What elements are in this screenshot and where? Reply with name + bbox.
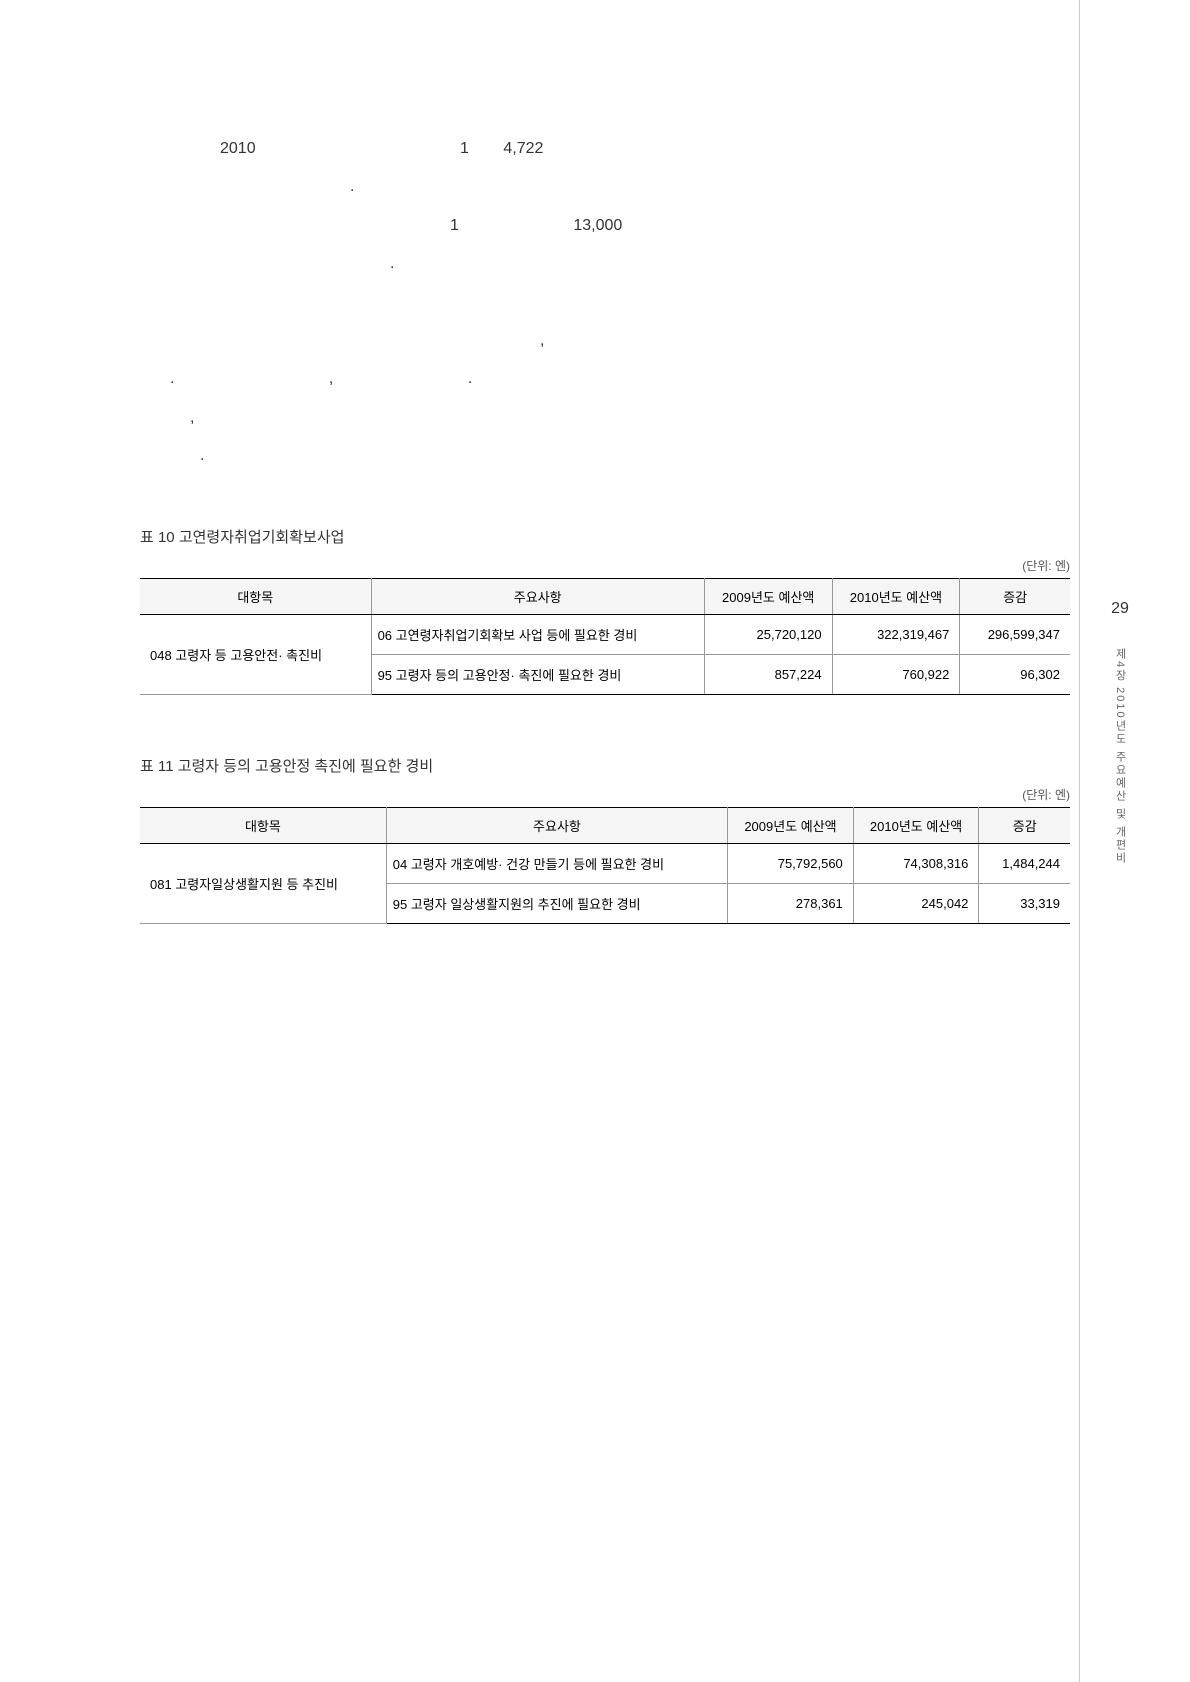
table-section-1: 표 10 고연령자취업기회확보사업 (단위: 엔) 대항목 주요사항 2009년…: [140, 526, 1070, 695]
text-fragment: .: [170, 370, 174, 387]
table-1: 대항목 주요사항 2009년도 예산액 2010년도 예산액 증감 048 고령…: [140, 578, 1070, 695]
table-header-cell: 2009년도 예산액: [704, 578, 832, 614]
text-fragment: .: [390, 255, 394, 272]
table-value-cell: 33,319: [979, 883, 1070, 923]
table-value-cell: 322,319,467: [832, 614, 960, 654]
table-header-cell: 2010년도 예산액: [832, 578, 960, 614]
table-category-cell: 048 고령자 등 고용안전· 촉진비: [140, 614, 371, 694]
table-category-cell: 081 고령자일상생활지원 등 추진비: [140, 843, 386, 923]
table-value-cell: 1,484,244: [979, 843, 1070, 883]
table-value-cell: 296,599,347: [960, 614, 1070, 654]
table-value-cell: 96,302: [960, 654, 1070, 694]
table-header-cell: 2010년도 예산액: [853, 807, 979, 843]
table-header-cell: 증감: [960, 578, 1070, 614]
table-2-unit: (단위: 엔): [140, 786, 1070, 803]
text-fragment: 13,000: [573, 217, 622, 234]
table-item-cell: 04 고령자 개호예방· 건강 만들기 등에 필요한 경비: [386, 843, 727, 883]
text-fragment: ,: [540, 332, 544, 349]
page-number: 29: [1111, 600, 1129, 618]
table-value-cell: 278,361: [728, 883, 854, 923]
table-2-caption: 표 11 고령자 등의 고용안정 촉진에 필요한 경비: [140, 755, 1070, 776]
table-row: 048 고령자 등 고용안전· 촉진비 06 고연령자취업기회확보 사업 등에 …: [140, 614, 1070, 654]
table-value-cell: 74,308,316: [853, 843, 979, 883]
chapter-label-vertical: 제4장 2010년도 주요예산 및 개편비: [1112, 648, 1128, 865]
table-item-cell: 95 고령자 일상생활지원의 추진에 필요한 경비: [386, 883, 727, 923]
table-header-cell: 주요사항: [371, 578, 704, 614]
table-header-row: 대항목 주요사항 2009년도 예산액 2010년도 예산액 증감: [140, 807, 1070, 843]
table-value-cell: 857,224: [704, 654, 832, 694]
table-value-cell: 760,922: [832, 654, 960, 694]
text-fragment: 1: [460, 140, 469, 157]
page-sidebar: 29 제4장 2010년도 주요예산 및 개편비: [1110, 600, 1130, 865]
table-header-cell: 증감: [979, 807, 1070, 843]
table-1-caption: 표 10 고연령자취업기회확보사업: [140, 526, 1070, 547]
table-1-unit: (단위: 엔): [140, 557, 1070, 574]
text-fragment: .: [468, 370, 472, 387]
text-fragment: .: [350, 178, 354, 195]
table-header-cell: 2009년도 예산액: [728, 807, 854, 843]
table-section-2: 표 11 고령자 등의 고용안정 촉진에 필요한 경비 (단위: 엔) 대항목 …: [140, 755, 1070, 924]
table-value-cell: 25,720,120: [704, 614, 832, 654]
table-value-cell: 245,042: [853, 883, 979, 923]
table-header-row: 대항목 주요사항 2009년도 예산액 2010년도 예산액 증감: [140, 578, 1070, 614]
text-fragment: .: [200, 447, 204, 464]
table-header-cell: 주요사항: [386, 807, 727, 843]
table-2: 대항목 주요사항 2009년도 예산액 2010년도 예산액 증감 081 고령…: [140, 807, 1070, 924]
table-item-cell: 95 고령자 등의 고용안정· 촉진에 필요한 경비: [371, 654, 704, 694]
table-row: 081 고령자일상생활지원 등 추진비 04 고령자 개호예방· 건강 만들기 …: [140, 843, 1070, 883]
text-fragment: 4,722: [503, 140, 543, 157]
body-paragraph: 2010 1 4,722 . 1 13,000 . , . , . , .: [140, 130, 1070, 476]
text-fragment: ,: [190, 409, 194, 426]
text-fragment: 2010: [220, 140, 256, 157]
text-fragment: 1: [450, 217, 459, 234]
page-divider-line: [1079, 0, 1080, 1682]
text-fragment: ,: [329, 370, 333, 387]
table-item-cell: 06 고연령자취업기회확보 사업 등에 필요한 경비: [371, 614, 704, 654]
table-header-cell: 대항목: [140, 578, 371, 614]
table-header-cell: 대항목: [140, 807, 386, 843]
table-value-cell: 75,792,560: [728, 843, 854, 883]
